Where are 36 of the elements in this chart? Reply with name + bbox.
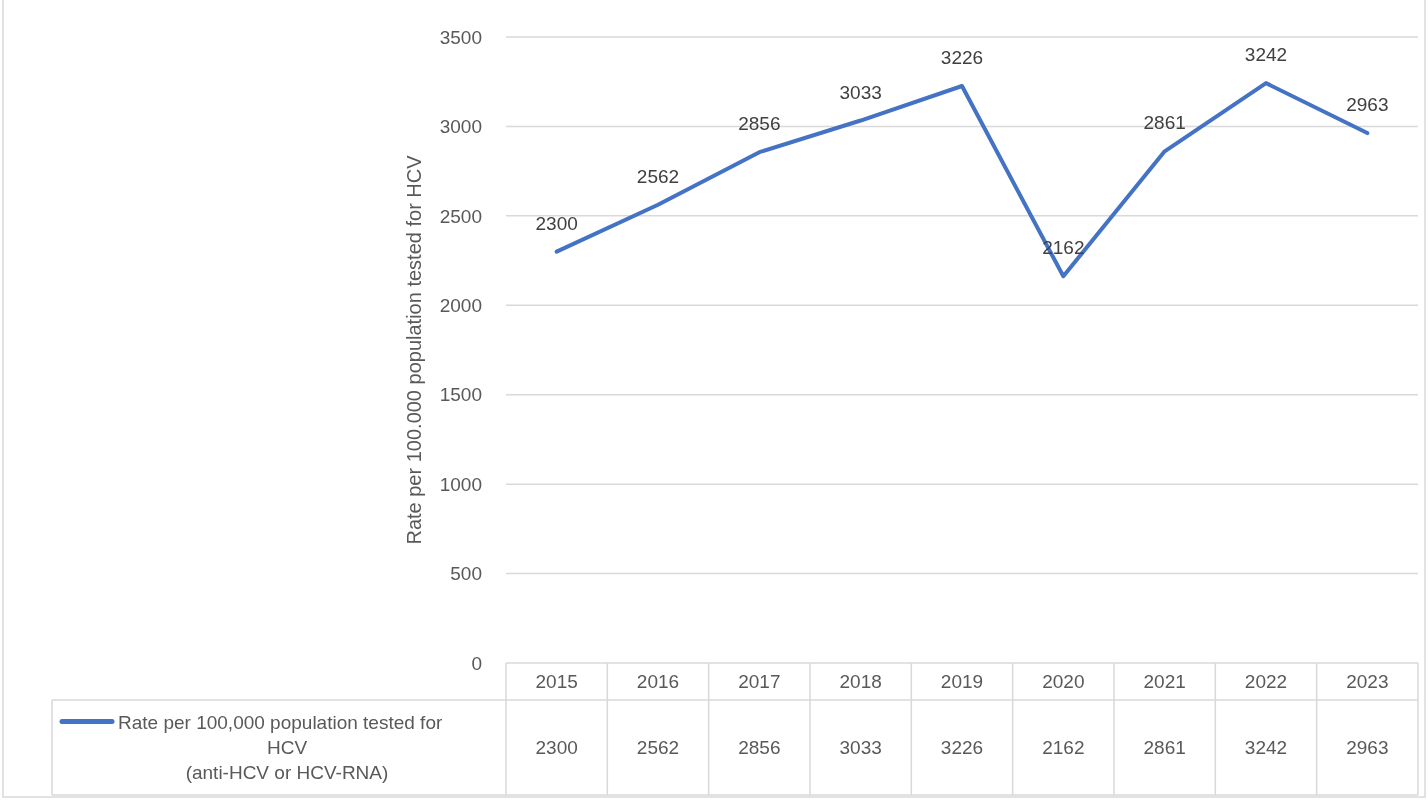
y-tick-label: 1500 <box>439 384 482 406</box>
annotation: 2300 <box>535 212 578 234</box>
data-label: 2162 <box>1042 737 1085 759</box>
data-label: 3226 <box>940 737 984 759</box>
annotation: 3226 <box>940 47 984 69</box>
data-label: 2963 <box>1346 737 1389 759</box>
x-tick-label: 2015 <box>535 671 578 693</box>
annotation: 3242 <box>1244 44 1288 66</box>
annotation: 3033 <box>839 81 882 103</box>
data-label: 3242 <box>1244 737 1288 759</box>
x-tick-label: 2023 <box>1346 671 1389 693</box>
x-tick-label: 2021 <box>1143 671 1186 693</box>
x-tick-label: 2019 <box>940 671 984 693</box>
data-label: 2856 <box>738 737 781 759</box>
x-tick-label: 2022 <box>1244 671 1288 693</box>
data-label: 2300 <box>535 737 578 759</box>
y-tick-label: 3500 <box>439 26 482 48</box>
x-tick-label: 2017 <box>738 671 781 693</box>
x-tick-label: 2018 <box>839 671 882 693</box>
annotation: 2562 <box>636 165 680 187</box>
y-tick-label: 1000 <box>439 473 482 495</box>
annotation: 2963 <box>1346 94 1389 116</box>
x-tick-label: 2016 <box>636 671 680 693</box>
y-tick-label: 500 <box>450 563 482 585</box>
y-tick-label: 2500 <box>439 205 482 227</box>
y-axis-title: Rate per 100.000 population tested for HCV <box>403 154 425 545</box>
data-label: 2562 <box>636 737 680 759</box>
y-tick-label: 0 <box>471 652 482 674</box>
data-label: 2861 <box>1143 737 1186 759</box>
y-tick-label: 3000 <box>439 116 482 138</box>
x-tick-label: 2020 <box>1042 671 1085 693</box>
y-tick-label: 2000 <box>439 294 482 316</box>
legend-label: Rate per 100,000 population tested for HCV (anti-HCV or HCV-RNA) <box>118 712 443 784</box>
annotation: 2856 <box>738 113 781 135</box>
data-label: 3033 <box>839 737 882 759</box>
annotation: 2861 <box>1143 112 1186 134</box>
